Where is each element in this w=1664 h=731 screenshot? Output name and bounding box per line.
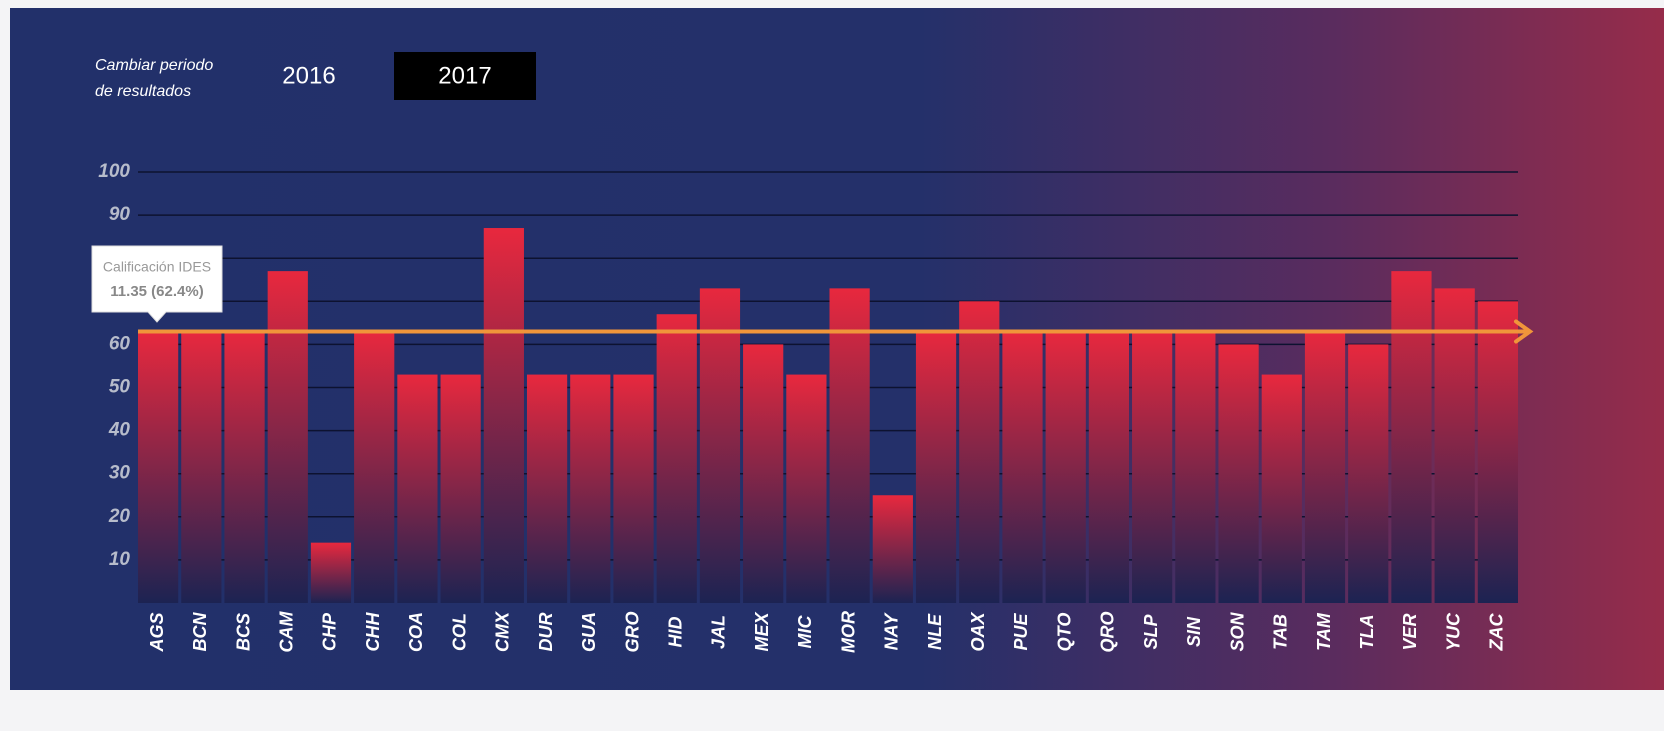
x-tick-label: VER [1400,613,1420,650]
x-tick-label: PUE [1011,613,1031,651]
y-tick-label: 90 [109,204,131,225]
bar [1132,331,1173,603]
x-tick-label: QRO [1098,611,1118,652]
caption: de resultados [95,83,191,100]
bar [1175,331,1216,603]
bar [872,495,913,603]
x-tick-label: HID [665,617,685,648]
bar [267,271,308,603]
bar [526,374,568,603]
period-button[interactable]: 2016 [282,62,335,89]
x-tick-label: NAY [882,612,902,651]
bar [570,374,611,603]
x-tick-label: SON [1227,612,1247,652]
bar [699,288,741,603]
x-tick-label: JAL [709,615,729,649]
tooltip-title: Calificación IDES [103,259,211,275]
bar [1348,344,1389,603]
x-tick-label: TLA [1357,615,1377,650]
x-tick-label: GRO [622,611,642,652]
x-tick-label: CAM [277,611,297,653]
tooltip-box [91,245,223,323]
bar [786,374,827,603]
bar [829,288,870,603]
bar [1045,331,1086,603]
y-tick-label: 10 [109,549,131,570]
bar [613,374,654,603]
x-tick-label: COL [449,613,469,651]
x-tick-label: BCS [233,613,253,651]
x-tick-label: OAX [968,612,988,652]
bar [1088,331,1130,603]
y-tick-label: 100 [98,161,130,182]
x-tick-label: MIC [795,615,815,649]
x-tick-label: SLP [1141,614,1161,650]
bar [959,301,1000,603]
bar [1434,288,1475,603]
x-tick-label: QTO [1054,613,1074,652]
bar [224,331,265,603]
x-tick-label: ZAC [1487,613,1507,652]
bar [310,542,352,603]
y-tick-label: 50 [109,377,131,398]
y-tick-label: 30 [109,463,131,484]
x-tick-label: DUR [536,613,556,652]
bar [1304,331,1346,603]
bar [138,331,179,603]
bar [440,374,481,603]
x-tick-label: MEX [752,612,772,652]
period-button-bg[interactable] [394,52,536,100]
x-tick-label: CMX [493,611,513,652]
bar [656,314,697,603]
x-tick-label: COA [406,612,426,652]
bar [483,228,524,603]
x-tick-label: CHP [320,612,340,651]
bar [354,331,395,603]
tooltip-value: 11.35 (62.4%) [110,283,203,300]
y-tick-label: 40 [108,420,131,441]
bar [743,344,784,603]
bar [915,331,957,603]
bar [1002,331,1043,603]
period-button[interactable]: 2017 [438,62,491,89]
x-tick-label: GUA [579,612,599,652]
bar [1261,374,1302,603]
bar [1477,301,1518,603]
x-tick-label: TAM [1314,612,1334,651]
y-tick-label: 20 [108,506,131,527]
x-tick-label: TAB [1271,614,1291,650]
x-tick-label: BCN [190,612,210,652]
bar [181,331,222,603]
bar [1218,344,1259,603]
x-tick-label: AGS [147,612,167,652]
x-tick-label: MOR [838,611,858,653]
bar [1391,271,1432,603]
x-tick-label: YUC [1443,612,1463,651]
x-tick-label: CHH [363,612,383,652]
bar [397,374,438,603]
reference-arrow [1514,319,1534,344]
y-tick-label: 60 [109,333,131,354]
caption: Cambiar periodo [95,57,213,74]
x-tick-label: SIN [1184,616,1204,647]
x-tick-label: NLE [925,613,945,650]
